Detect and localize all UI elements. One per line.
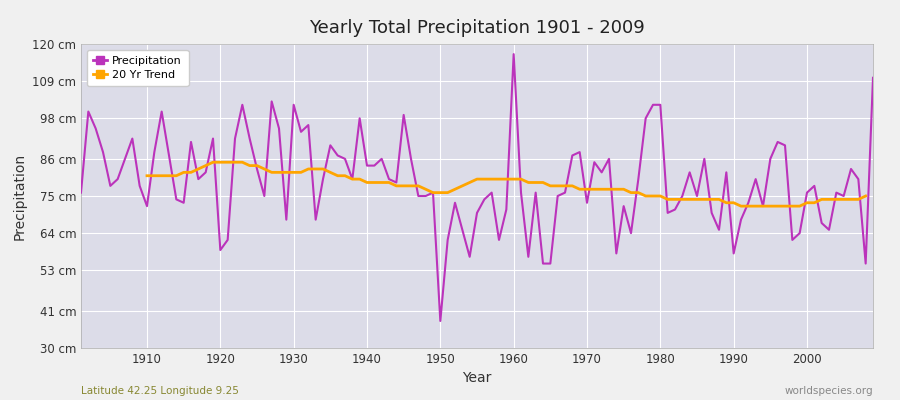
Y-axis label: Precipitation: Precipitation (13, 152, 27, 240)
Text: worldspecies.org: worldspecies.org (785, 386, 873, 396)
Text: Latitude 42.25 Longitude 9.25: Latitude 42.25 Longitude 9.25 (81, 386, 239, 396)
Legend: Precipitation, 20 Yr Trend: Precipitation, 20 Yr Trend (86, 50, 188, 86)
X-axis label: Year: Year (463, 372, 491, 386)
Title: Yearly Total Precipitation 1901 - 2009: Yearly Total Precipitation 1901 - 2009 (309, 19, 645, 37)
